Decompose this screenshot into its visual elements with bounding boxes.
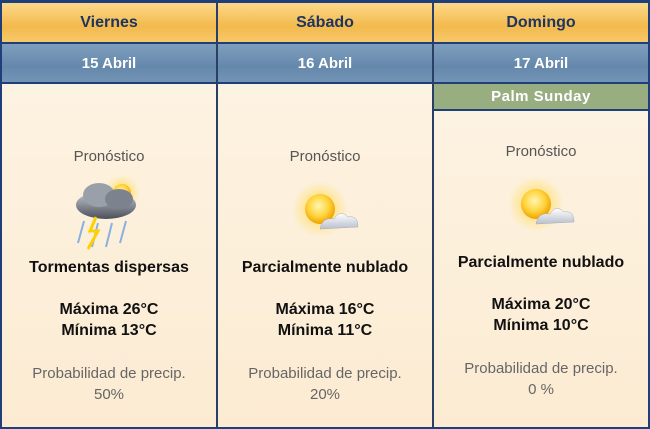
partly-cloudy-icon xyxy=(292,181,359,237)
date-header: 17 Abril xyxy=(434,44,648,84)
min-temp: Mínima 13°C xyxy=(61,322,157,339)
precip-value: 0 % xyxy=(528,381,554,398)
min-temp: Mínima 11°C xyxy=(277,322,373,339)
day-header: Domingo xyxy=(434,3,648,44)
day-header: Viernes xyxy=(2,3,216,44)
date-header: 16 Abril xyxy=(218,44,432,84)
forecast-label: Pronóstico xyxy=(73,148,145,165)
partly-cloudy-icon xyxy=(508,176,575,232)
thunderstorm-icon xyxy=(76,175,140,250)
date-header: 15 Abril xyxy=(2,44,216,84)
min-temp: Mínima 10°C xyxy=(493,317,589,334)
precip-label: Probabilidad de precip. xyxy=(464,360,618,377)
condition: Tormentas dispersas xyxy=(29,259,189,276)
precip-value: 20% xyxy=(309,386,341,403)
max-temp: Máxima 20°C xyxy=(491,296,591,313)
condition: Parcialmente nublado xyxy=(241,259,409,276)
forecast-day-saturday: Sábado 16 Abril Pronóstico Parcialmente … xyxy=(218,3,434,427)
precip-label: Probabilidad de precip. xyxy=(248,365,402,382)
day-header: Sábado xyxy=(218,3,432,44)
forecast-label: Pronóstico xyxy=(505,143,577,160)
forecast-day-friday: Viernes 15 Abril Pronóstico Tormentas di… xyxy=(2,3,218,427)
condition: Parcialmente nublado xyxy=(457,254,625,271)
forecast-day-sunday: Domingo 17 Abril Palm Sunday Pronóstico … xyxy=(434,3,648,427)
holiday-banner: Palm Sunday xyxy=(434,84,648,111)
max-temp: Máxima 26°C xyxy=(59,301,159,318)
max-temp: Máxima 16°C xyxy=(275,301,375,318)
forecast-label: Pronóstico xyxy=(289,148,361,165)
precip-label: Probabilidad de precip. xyxy=(32,365,186,382)
precip-value: 50% xyxy=(93,386,125,403)
